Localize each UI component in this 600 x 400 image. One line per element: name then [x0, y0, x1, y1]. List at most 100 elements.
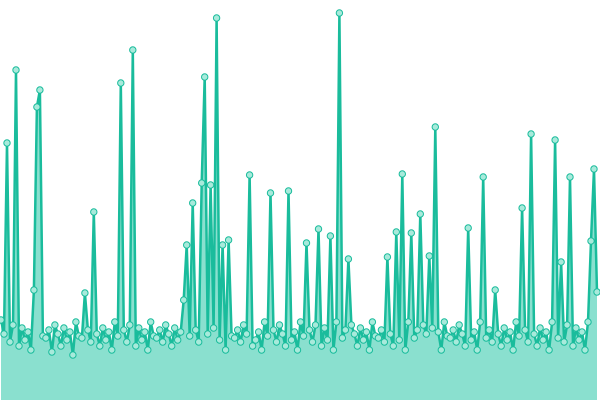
data-point	[320, 324, 329, 332]
series-line	[0, 11, 599, 357]
data-point	[485, 326, 493, 334]
data-point	[542, 328, 550, 336]
data-point	[72, 318, 80, 326]
data-point	[536, 324, 544, 332]
data-point	[141, 328, 149, 336]
data-point	[224, 236, 233, 244]
data-point	[138, 336, 146, 344]
data-point	[204, 330, 212, 338]
data-point	[539, 336, 547, 344]
data-point	[236, 338, 245, 346]
data-point	[78, 334, 86, 342]
data-point	[386, 330, 394, 338]
data-point	[135, 324, 143, 332]
data-point	[464, 224, 472, 232]
data-point	[30, 286, 38, 294]
data-point	[428, 324, 436, 332]
data-point	[332, 318, 341, 326]
data-point	[57, 342, 65, 350]
data-point	[183, 241, 191, 249]
data-point	[479, 173, 487, 181]
data-point	[0, 330, 8, 338]
data-point	[156, 326, 164, 334]
data-point	[338, 334, 347, 342]
data-point	[195, 338, 203, 346]
data-point	[587, 237, 595, 245]
data-point	[60, 324, 68, 332]
data-point	[497, 342, 505, 350]
data-point	[198, 179, 206, 187]
data-point	[120, 326, 128, 334]
data-point	[162, 321, 170, 329]
data-point	[560, 338, 568, 346]
data-point	[269, 326, 278, 334]
data-point	[329, 346, 338, 354]
data-point	[518, 204, 526, 212]
data-markers	[0, 9, 600, 359]
data-point	[323, 336, 332, 344]
data-point	[272, 338, 281, 346]
data-point	[362, 328, 371, 336]
data-point	[527, 130, 535, 138]
data-point	[0, 316, 5, 324]
data-point	[159, 338, 167, 346]
data-point	[63, 336, 71, 344]
data-point	[305, 326, 314, 334]
data-point	[12, 66, 20, 74]
data-point	[248, 342, 257, 350]
data-point	[488, 338, 496, 346]
data-point	[413, 326, 421, 334]
data-point	[590, 165, 598, 173]
data-point	[389, 342, 397, 350]
data-point	[365, 346, 374, 354]
data-point	[9, 321, 17, 329]
data-point	[458, 330, 466, 338]
data-point	[380, 338, 389, 346]
data-point	[509, 346, 517, 354]
data-point	[192, 326, 200, 334]
data-point	[126, 321, 134, 329]
data-point	[174, 336, 182, 344]
data-point	[24, 328, 32, 336]
data-point	[54, 330, 62, 338]
data-point	[287, 336, 296, 344]
data-point	[482, 334, 490, 342]
data-point	[251, 336, 260, 344]
data-point	[114, 332, 122, 340]
data-point	[171, 324, 179, 332]
data-point	[350, 330, 359, 338]
data-point	[449, 326, 457, 334]
data-point	[165, 330, 173, 338]
data-point	[278, 330, 287, 338]
data-point	[281, 342, 290, 350]
data-point	[566, 173, 574, 181]
data-point	[27, 346, 35, 354]
data-point	[260, 318, 269, 326]
data-point	[368, 318, 377, 326]
data-point	[90, 208, 98, 216]
data-point	[275, 321, 284, 329]
data-point	[491, 286, 499, 294]
data-point	[15, 342, 23, 350]
data-point	[189, 199, 197, 207]
data-point	[446, 334, 454, 342]
data-point	[455, 321, 463, 329]
data-point	[356, 324, 365, 332]
data-point	[392, 228, 400, 236]
data-point	[548, 318, 556, 326]
data-point	[521, 326, 529, 334]
data-point	[395, 336, 403, 344]
data-point	[177, 328, 185, 336]
data-point	[557, 258, 565, 266]
data-point	[290, 328, 299, 336]
data-point	[410, 334, 418, 342]
data-point	[347, 321, 356, 329]
data-point	[461, 342, 469, 350]
data-point	[578, 328, 586, 336]
data-point	[359, 336, 368, 344]
data-point	[503, 336, 511, 344]
data-point	[299, 332, 308, 340]
data-point	[311, 321, 320, 329]
data-point	[476, 318, 484, 326]
data-point	[284, 187, 293, 195]
